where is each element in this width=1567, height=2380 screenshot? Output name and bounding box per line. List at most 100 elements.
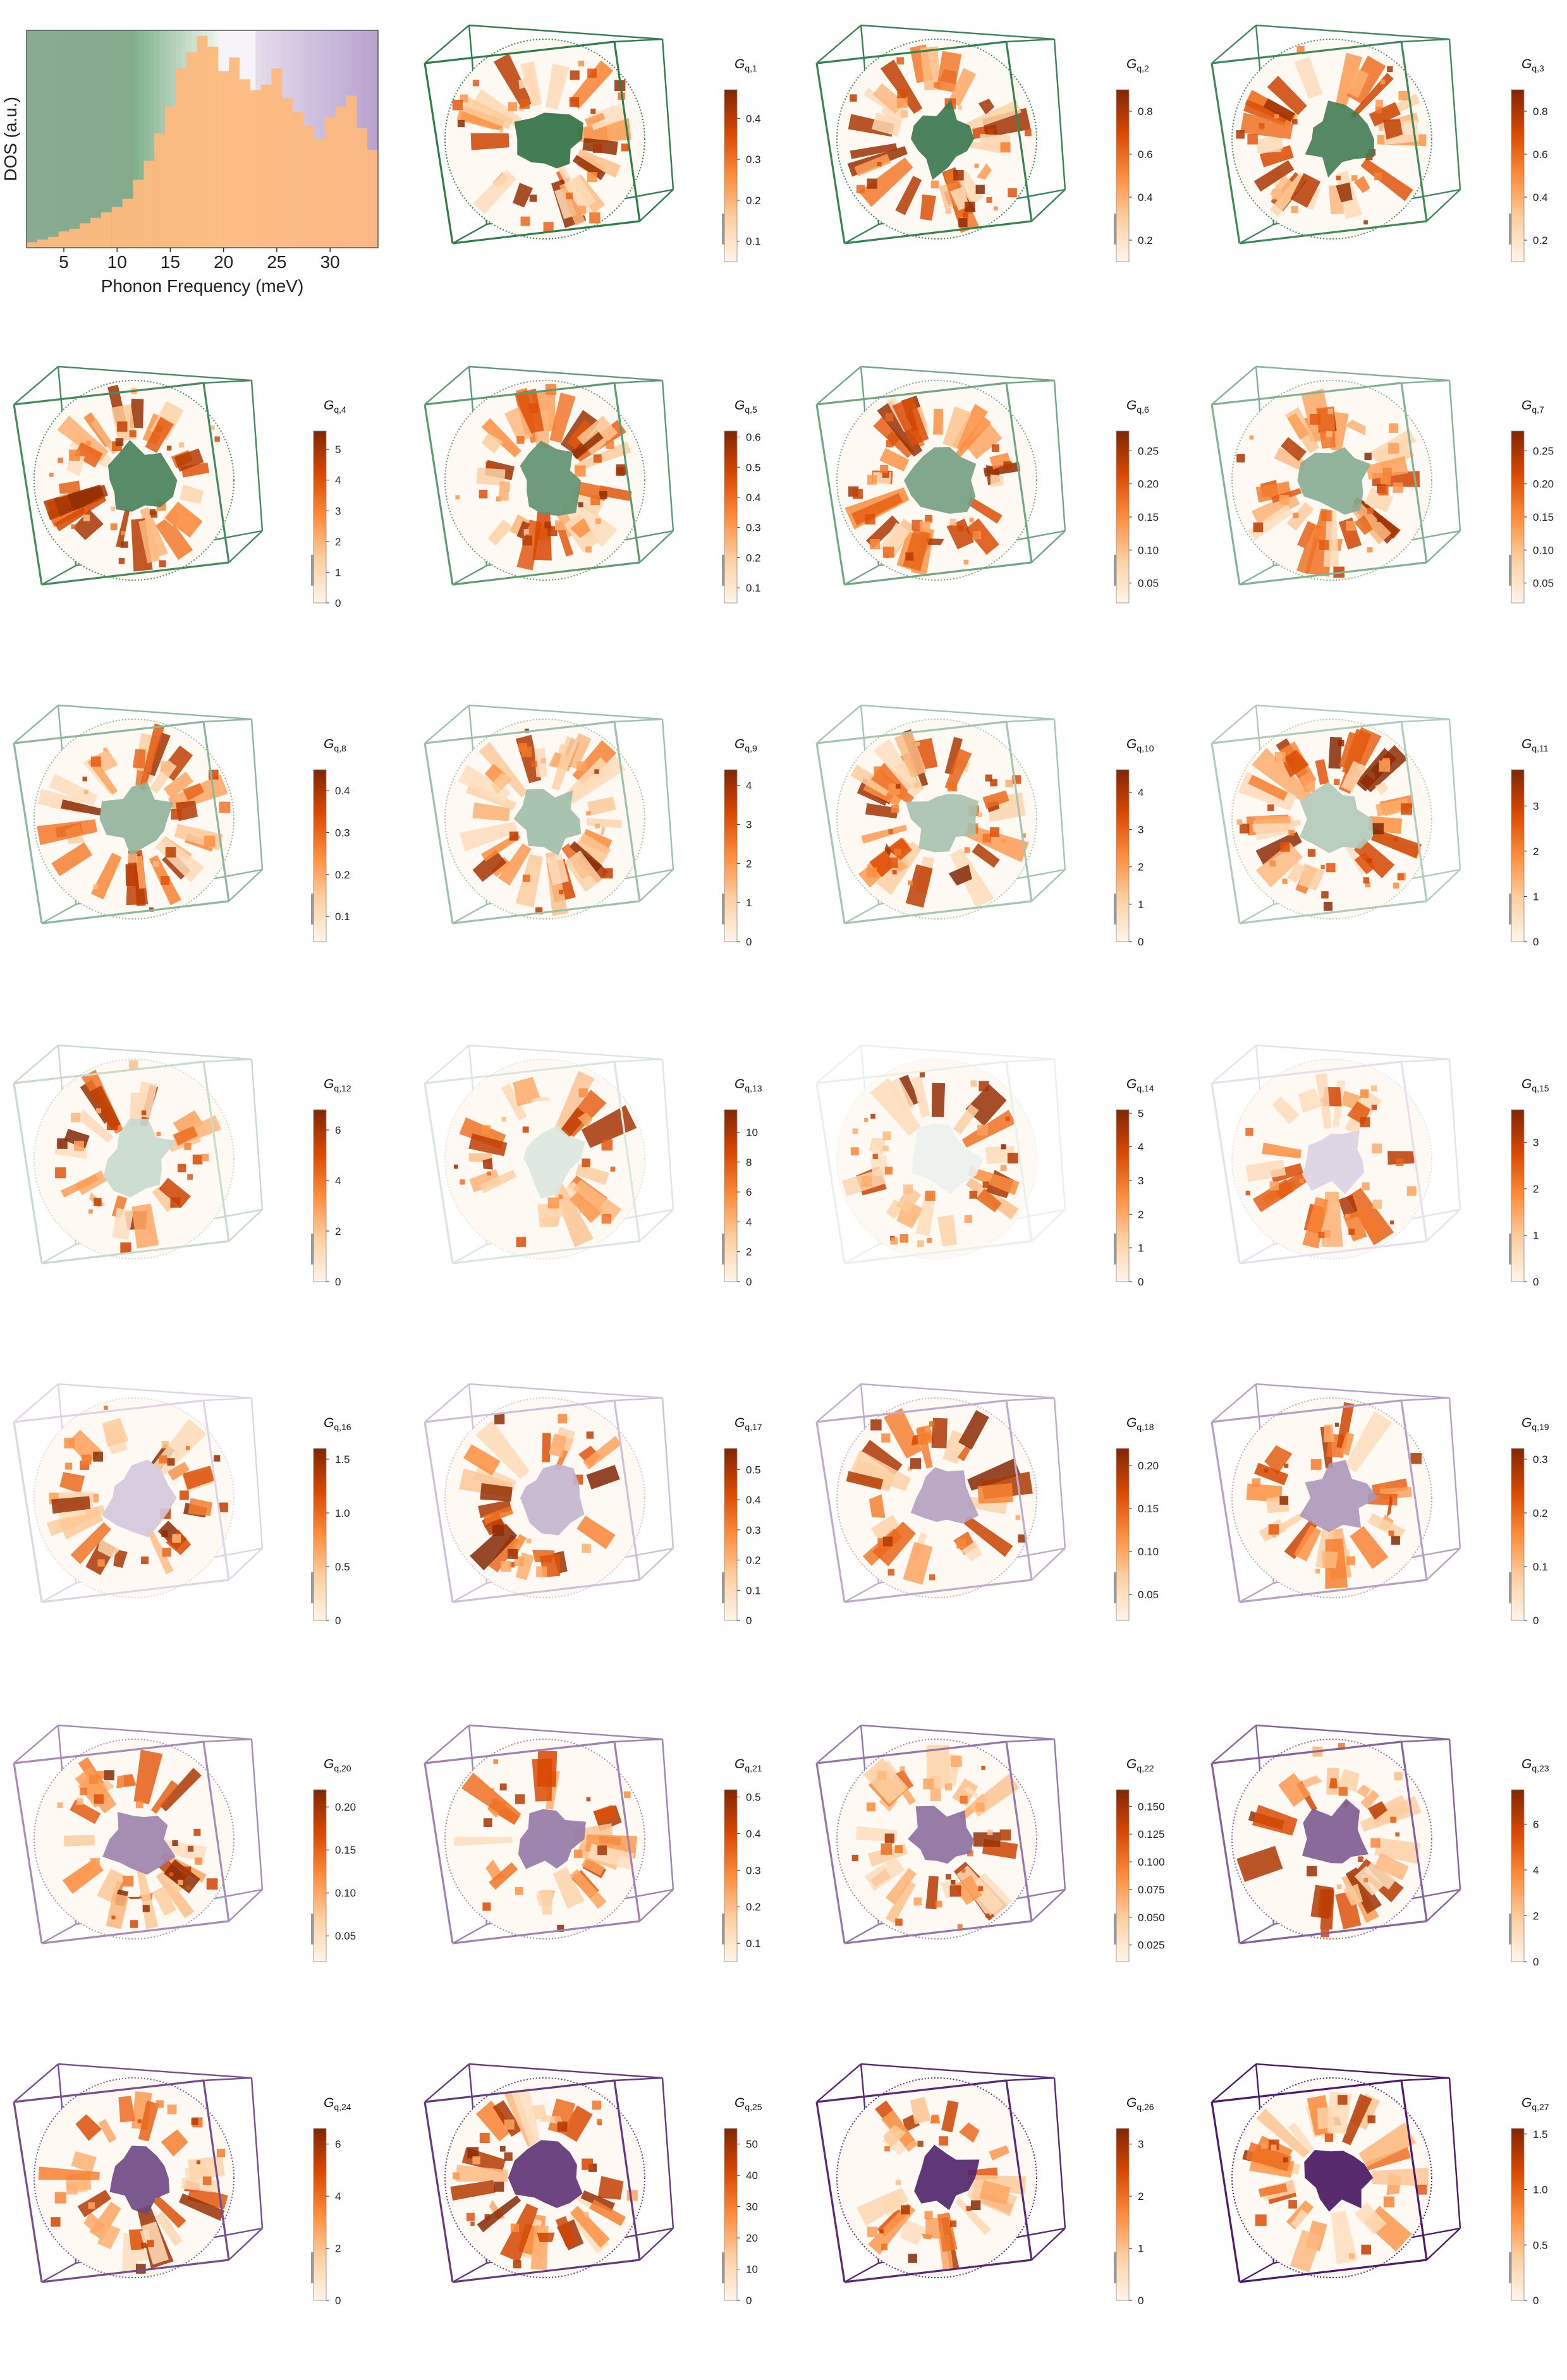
- colorbar-title: Gq,19: [1521, 1416, 1549, 1432]
- colorbar-tick-label: 4: [1533, 1864, 1539, 1876]
- g-patch: [850, 765, 893, 796]
- cube-panel-27: Gq,27 0 0.5 1.0 1.5: [1198, 2051, 1564, 2380]
- cube-edge: [613, 382, 641, 563]
- g-square: [547, 1197, 559, 1209]
- dos-bar: [218, 71, 229, 248]
- cube-edge: [844, 2262, 879, 2283]
- g-square: [1389, 423, 1399, 433]
- g-patch: [1343, 1883, 1363, 1906]
- cube-plot: [815, 365, 1066, 586]
- g-patch: [1263, 98, 1295, 122]
- g-square: [578, 205, 587, 214]
- cube-edge: [1031, 2228, 1066, 2261]
- g-square: [196, 2160, 200, 2164]
- colorbar-frame: [724, 1789, 738, 1962]
- g-patch: [1243, 99, 1288, 126]
- g-square: [856, 185, 865, 193]
- cube-edge: [1211, 2063, 1257, 2103]
- g-square: [88, 1775, 99, 1785]
- g-patch: [83, 2211, 106, 2233]
- colorbar-frame: [1511, 769, 1525, 942]
- g-patch: [139, 723, 165, 791]
- g-patch: [885, 1867, 917, 1905]
- colorbar-title-sub: q,13: [745, 1083, 762, 1094]
- cube-edge: [815, 1763, 846, 1944]
- g-square: [973, 531, 982, 540]
- g-square: [951, 1879, 956, 1885]
- g-patch: [967, 1166, 1020, 1196]
- colorbar-gradient: [724, 1448, 737, 1620]
- g-square: [1259, 123, 1265, 130]
- g-square: [103, 748, 107, 752]
- colorbar-frame: [1116, 1789, 1130, 1962]
- colorbar: 0.050.100.150.20: [311, 1789, 356, 1962]
- colorbar-title: Gq,4: [324, 398, 346, 415]
- cube-edge: [424, 404, 454, 585]
- cube-edge: [1401, 2077, 1450, 2082]
- cube-edge: [1053, 39, 1066, 190]
- g-patch: [941, 2100, 959, 2133]
- cube-edge: [1005, 382, 1033, 563]
- cube-edge: [424, 1399, 615, 1423]
- g-patch: [478, 1500, 512, 1518]
- colorbar-tick-label: 0.8: [1138, 106, 1153, 118]
- g-patch: [499, 2203, 539, 2262]
- g-square: [184, 1143, 192, 1150]
- g-square: [1007, 1153, 1018, 1163]
- g-patch: [569, 1187, 604, 1223]
- cube-edge: [228, 1889, 263, 1922]
- colorbar-title: Gq,20: [324, 1757, 351, 1773]
- colorbar-title-sub: q,26: [1137, 2102, 1154, 2113]
- colorbar-marker: [1114, 1572, 1116, 1603]
- colorbar-tick-label: 0.5: [746, 1792, 761, 1804]
- colorbar-title: Gq,3: [1521, 57, 1544, 73]
- g-square: [1382, 758, 1390, 766]
- dos-bar: [37, 240, 48, 248]
- g-patch: [574, 833, 611, 866]
- g-square: [587, 68, 597, 78]
- dos-tick-label: 5: [59, 252, 69, 272]
- g-patch: [112, 1195, 128, 1218]
- g-patch: [97, 1539, 121, 1558]
- g-patch: [1254, 1462, 1289, 1486]
- g-square: [1417, 2184, 1427, 2195]
- cube-edge: [1053, 380, 1066, 531]
- g-square: [1300, 1179, 1304, 1184]
- g-patch: [861, 825, 908, 844]
- g-patch: [892, 396, 929, 446]
- dos-band: [69, 30, 75, 248]
- cube-edge: [1210, 743, 1241, 924]
- g-patch: [138, 519, 161, 564]
- colorbar-gradient: [1511, 1790, 1524, 1962]
- cube-panel-9: Gq,9 0 1 2 3 4: [411, 693, 777, 1021]
- cube-plot: [815, 1044, 1066, 1265]
- g-patch: [473, 169, 517, 214]
- g-patch: [1286, 502, 1314, 531]
- dos-bar: [111, 207, 123, 248]
- g-patch: [905, 864, 933, 908]
- g-patch: [989, 452, 1011, 470]
- colorbar-title: Gq,5: [735, 398, 757, 415]
- colorbar-title-main: G: [735, 57, 745, 71]
- dos-bar: [271, 68, 283, 248]
- colorbar-tick-label: 2: [1533, 1183, 1539, 1195]
- g-patch: [942, 406, 972, 449]
- g-patch: [1367, 1513, 1406, 1540]
- g-patch: [450, 2180, 496, 2201]
- colorbar-tick-label: 0.5: [1533, 2239, 1548, 2251]
- dos-tick-label: 15: [161, 252, 180, 272]
- g-square: [895, 784, 901, 789]
- colorbar-tick-label: 0.8: [1533, 106, 1548, 118]
- colorbar-tick-label: 0.4: [746, 1828, 761, 1840]
- dos-bar: [335, 106, 346, 248]
- colorbar-tick-label: 10: [746, 2264, 758, 2276]
- g-patch: [1272, 1096, 1300, 1124]
- colorbar-tick-label: 0: [746, 1276, 752, 1288]
- g-patch: [870, 1514, 902, 1542]
- cube-edge: [203, 1397, 252, 1402]
- cube-panel-2: Gq,2 0.2 0.4 0.6 0.8: [803, 13, 1169, 341]
- g-square: [460, 1179, 465, 1185]
- cube-panel-17: Gq,17 0 0.1 0.2 0.3 0.4 0.5: [411, 1371, 777, 1700]
- cube-edge: [1211, 40, 1402, 64]
- g-square: [969, 1191, 978, 1199]
